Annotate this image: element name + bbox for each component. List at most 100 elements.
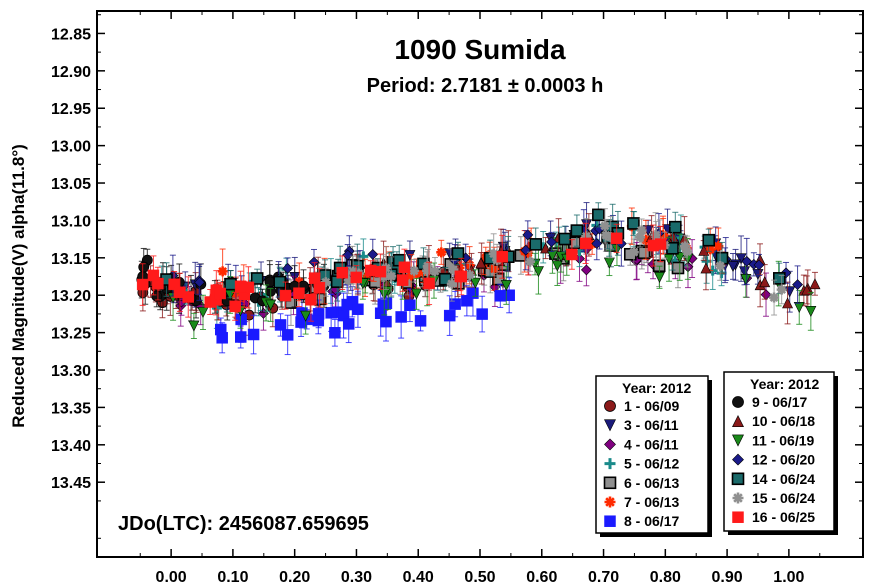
data-points <box>136 202 821 356</box>
legend-box <box>595 375 709 534</box>
y-tick-label: 12.90 <box>51 64 91 81</box>
legend-marker <box>604 496 616 508</box>
data-point <box>570 224 584 237</box>
y-tick-label: 13.05 <box>51 176 91 193</box>
data-point <box>446 278 457 289</box>
legend-marker <box>604 419 616 432</box>
y-tick-label: 13.35 <box>51 400 91 417</box>
data-point <box>558 232 572 246</box>
y-tick-label: 12.95 <box>51 101 91 118</box>
data-point <box>398 261 411 274</box>
data-point <box>147 269 160 282</box>
data-point <box>216 332 228 344</box>
legend-marker <box>604 458 616 470</box>
data-point <box>396 274 409 286</box>
data-point <box>647 239 660 252</box>
data-point <box>705 244 716 255</box>
legend-label: 8 - 06/17 <box>624 513 679 529</box>
data-point <box>410 288 422 300</box>
data-point <box>320 277 331 288</box>
data-point <box>386 271 397 282</box>
jd-annotation: JDo(LTC): 2456087.659695 <box>118 513 369 535</box>
data-point <box>430 266 441 277</box>
data-point <box>467 287 479 299</box>
data-point <box>635 232 646 243</box>
legend-marker <box>732 453 744 466</box>
legend-label: 12 - 06/20 <box>752 452 815 468</box>
data-point <box>341 298 353 311</box>
data-point <box>760 289 772 301</box>
legend-marker <box>732 415 744 428</box>
data-point <box>348 266 359 277</box>
x-tick-label: 1.00 <box>773 569 804 586</box>
data-point <box>414 315 427 327</box>
data-point <box>610 232 623 245</box>
data-point <box>350 271 362 284</box>
y-tick-label: 13.30 <box>51 363 91 380</box>
data-point <box>475 257 487 269</box>
data-point <box>628 247 639 258</box>
data-point <box>592 208 605 222</box>
data-point <box>404 299 416 311</box>
y-tick-label: 13.00 <box>51 139 91 156</box>
data-point <box>636 225 647 236</box>
x-tick-label: 0.50 <box>464 569 495 586</box>
data-point <box>224 277 237 291</box>
data-point <box>520 244 532 256</box>
data-point <box>546 250 558 262</box>
data-point <box>805 306 817 318</box>
data-point <box>342 249 354 261</box>
legend-marker <box>732 511 744 523</box>
legend-label: 5 - 06/12 <box>624 456 679 472</box>
data-point <box>343 275 354 286</box>
data-point <box>650 229 661 240</box>
x-axis-ticks: 0.00 0.10 0.20 0.30 0.40 0.50 0.60 0.70 0.80 0.90… <box>139 11 821 586</box>
data-point <box>136 278 149 291</box>
x-tick-label: 0.00 <box>156 569 187 586</box>
legend-marker <box>604 400 616 412</box>
data-point <box>580 264 592 276</box>
data-point <box>769 292 780 303</box>
y-tick-label: 13.40 <box>51 438 91 455</box>
data-point <box>214 287 226 300</box>
data-point <box>374 265 387 278</box>
data-point <box>194 276 205 288</box>
legend-marker <box>732 492 744 504</box>
legend-label: 9 - 06/17 <box>752 394 807 410</box>
data-point <box>293 287 305 299</box>
data-point <box>654 271 666 283</box>
data-point <box>782 297 794 309</box>
data-point <box>488 248 499 259</box>
x-tick-label: 0.10 <box>217 569 248 586</box>
data-point <box>329 327 341 339</box>
data-point <box>759 276 771 288</box>
y-axis-ticks: 12.85 12.90 12.95 13.00 13.05 13.10 13.15 13.20… <box>51 14 863 539</box>
data-point <box>229 300 241 313</box>
legend-marker <box>732 434 744 447</box>
data-point <box>679 241 690 252</box>
data-point <box>529 238 542 251</box>
data-point <box>735 253 747 265</box>
y-tick-label: 13.10 <box>51 213 91 230</box>
data-point <box>640 234 651 245</box>
data-point <box>174 286 186 299</box>
legend-label: 16 - 06/25 <box>752 509 815 525</box>
data-point <box>451 247 465 260</box>
data-point <box>300 310 312 322</box>
data-point <box>250 272 264 285</box>
x-tick-label: 0.20 <box>279 569 310 586</box>
legend-label: 6 - 06/13 <box>624 475 679 491</box>
data-point <box>312 314 325 327</box>
data-point <box>138 261 150 273</box>
data-point <box>669 220 682 234</box>
data-point <box>367 248 379 260</box>
y-tick-label: 13.20 <box>51 288 91 305</box>
data-point <box>715 260 726 271</box>
legend-label: 15 - 06/24 <box>752 490 815 506</box>
data-point <box>599 220 610 231</box>
data-point <box>235 313 247 326</box>
data-point <box>740 274 752 286</box>
legend-label: 11 - 06/19 <box>752 432 814 448</box>
x-tick-label: 0.40 <box>403 569 434 586</box>
data-point <box>325 307 337 319</box>
